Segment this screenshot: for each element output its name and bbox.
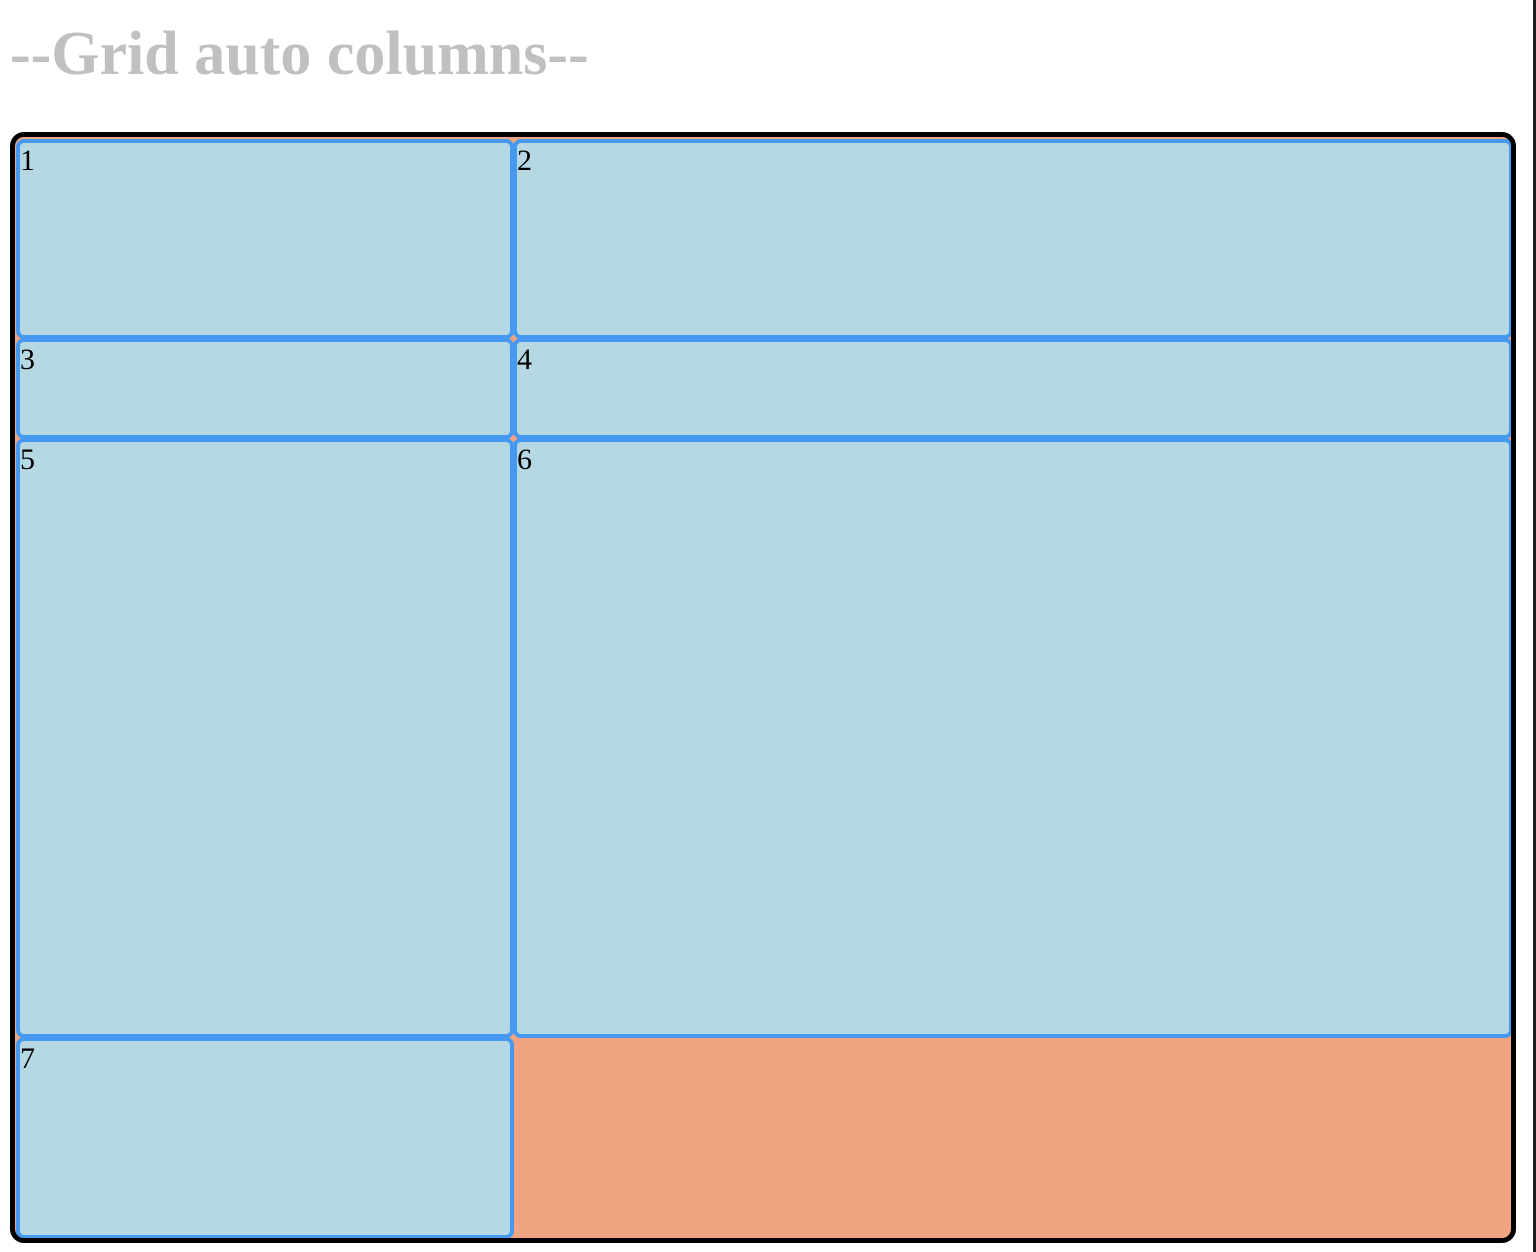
grid-item: 7 xyxy=(16,1037,514,1238)
grid-item: 6 xyxy=(513,438,1511,1038)
grid-item: 1 xyxy=(16,139,514,339)
grid-item: 3 xyxy=(16,338,514,439)
grid-container: 1 2 3 4 5 6 7 xyxy=(10,132,1516,1243)
grid-item: 5 xyxy=(16,438,514,1038)
page-title: --Grid auto columns-- xyxy=(10,20,589,88)
grid-item: 2 xyxy=(513,139,1511,339)
window-edge xyxy=(1533,0,1536,1252)
grid-item: 4 xyxy=(513,338,1511,439)
